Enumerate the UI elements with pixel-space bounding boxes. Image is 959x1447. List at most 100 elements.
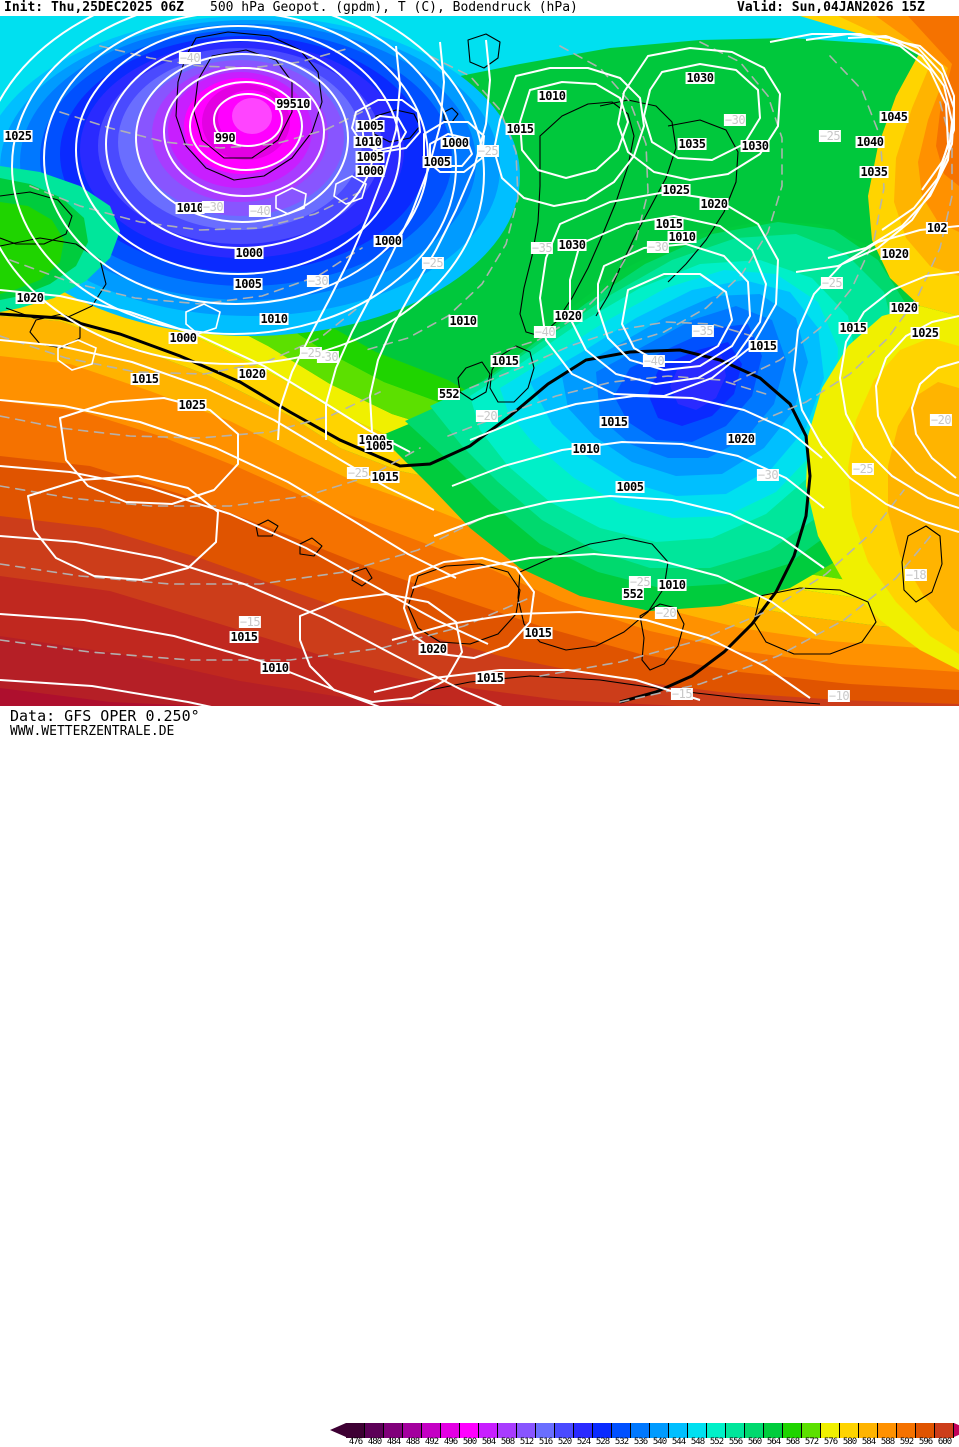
- chart-footer: Data: GFS OPER 0.250° WWW.WETTERZENTRALE…: [0, 706, 959, 1447]
- colorbar-swatch: [555, 1423, 574, 1438]
- colorbar-tick-label: 556: [728, 1437, 743, 1447]
- colorbar-tick-label: 592: [899, 1437, 914, 1447]
- pressure-contour-label: 1000: [355, 164, 385, 178]
- pressure-contour-label: 1040: [855, 135, 885, 149]
- colorbar-swatch: [384, 1423, 403, 1438]
- colorbar-swatch: [631, 1423, 650, 1438]
- colorbar-swatch: [669, 1423, 688, 1438]
- colorbar-swatch: [764, 1423, 783, 1438]
- data-source-label: Data: GFS OPER 0.250°: [10, 707, 200, 725]
- temperature-contour-label: −30: [723, 113, 747, 127]
- colorbar-swatch: [745, 1423, 764, 1438]
- colorbar-swatch: [365, 1423, 384, 1438]
- init-time-label: Init: Thu,25DEC2025 06Z: [4, 0, 185, 15]
- chart-header: Init: Thu,25DEC2025 06Z 500 hPa Geopot. …: [0, 0, 959, 16]
- colorbar-swatch: [707, 1423, 726, 1438]
- pressure-contour-label: 990: [213, 131, 237, 145]
- pressure-contour-label: 1020: [15, 291, 45, 305]
- pressure-contour-label: 1015: [370, 470, 400, 484]
- pressure-contour-label: 1015: [130, 372, 160, 386]
- colorbar-swatch: [517, 1423, 536, 1438]
- pressure-contour-label: 1015: [505, 122, 535, 136]
- pressure-contour-label: 1015: [229, 630, 259, 644]
- colorbar-swatch: [859, 1423, 878, 1438]
- temperature-contour-label: −15: [670, 687, 694, 701]
- pressure-contour-label: 1005: [364, 439, 394, 453]
- colorbar-swatch: [574, 1423, 593, 1438]
- temperature-contour-label: −40: [178, 51, 202, 65]
- pressure-contour-label: 1035: [677, 137, 707, 151]
- colorbar-tick-label: 480: [367, 1437, 382, 1447]
- colorbar-swatch: [726, 1423, 745, 1438]
- colorbar-high-cap: [954, 1423, 959, 1437]
- colorbar-tick-label: 568: [785, 1437, 800, 1447]
- pressure-contour-label: 1020: [726, 432, 756, 446]
- colorbar-tick-label: 508: [500, 1437, 515, 1447]
- pressure-contour-label: 1005: [233, 277, 263, 291]
- colorbar-ticks: 476 480 484 488 492 496 500 504 508 512 516 520 524 5…: [346, 1437, 954, 1447]
- temperature-contour-label: −40: [248, 204, 272, 218]
- pressure-contour-label: 1010: [537, 89, 567, 103]
- colorbar-tick-label: 548: [690, 1437, 705, 1447]
- colorbar-swatch: [460, 1423, 479, 1438]
- pressure-contour-label: 1030: [685, 71, 715, 85]
- pressure-contour-label: 1025: [3, 129, 33, 143]
- pressure-contour-label: 1000: [234, 246, 264, 260]
- pressure-contour-label: 1010: [175, 201, 205, 215]
- colorbar-swatch: [897, 1423, 916, 1438]
- map-canvas[interactable]: 1025 1020 1015 1025 1020 1010 1000 1000 1005 1010…: [0, 16, 959, 706]
- pressure-contour-label: 1010: [657, 578, 687, 592]
- temperature-contour-label: −20: [654, 606, 678, 620]
- pressure-contour-label: 1005: [422, 155, 452, 169]
- colorbar-swatch: [802, 1423, 821, 1438]
- colorbar-swatch: [403, 1423, 422, 1438]
- temperature-contour-label: −10: [827, 689, 851, 703]
- colorbar-tick-label: 488: [405, 1437, 420, 1447]
- pressure-contour-label: 1020: [553, 309, 583, 323]
- pressure-contour-label: 1010: [353, 135, 383, 149]
- pressure-contour-label: 1015: [748, 339, 778, 353]
- temperature-contour-label: −25: [476, 144, 500, 158]
- valid-time-label: Valid: Sun,04JAN2026 15Z: [737, 0, 925, 15]
- pressure-contour-label: 1020: [699, 197, 729, 211]
- temperature-contour-label: −25: [421, 256, 445, 270]
- pressure-contour-label: 1005: [355, 119, 385, 133]
- pressure-contour-label: 1010: [667, 230, 697, 244]
- pressure-contour-label: 1025: [177, 398, 207, 412]
- colorbar-tick-label: 504: [481, 1437, 496, 1447]
- colorbar-tick-label: 552: [709, 1437, 724, 1447]
- pressure-contour-label: 1010: [260, 661, 290, 675]
- website-label: WWW.WETTERZENTRALE.DE: [10, 724, 175, 739]
- colorbar-swatch: [422, 1423, 441, 1438]
- pressure-contour-label: 1010: [448, 314, 478, 328]
- colorbar-swatch: [935, 1423, 954, 1438]
- colorbar-tick-label: 492: [424, 1437, 439, 1447]
- colorbar-tick-label: 588: [880, 1437, 895, 1447]
- colorbar-tick-label: 596: [918, 1437, 933, 1447]
- colorbar-tick-label: 528: [595, 1437, 610, 1447]
- temperature-contour-label: −40: [642, 354, 666, 368]
- colorbar-swatch: [783, 1423, 802, 1438]
- temperature-contour-label: −35: [530, 241, 554, 255]
- temperature-contour-label: −35: [691, 324, 715, 338]
- colorbar-tick-label: 512: [519, 1437, 534, 1447]
- pressure-contour-label: 1020: [880, 247, 910, 261]
- pressure-contour-label: 1015: [654, 217, 684, 231]
- colorbar-swatch: [840, 1423, 859, 1438]
- colorbar-swatch: [498, 1423, 517, 1438]
- pressure-contour-label: 1045: [879, 110, 909, 124]
- colorbar-tick-label: 476: [348, 1437, 363, 1447]
- colorbar-tick-label: 532: [614, 1437, 629, 1447]
- temperature-contour-label: −25: [818, 129, 842, 143]
- pressure-contour-label: 1010: [571, 442, 601, 456]
- geopotential-contour-label: 552: [621, 587, 645, 601]
- colorbar-tick-label: 484: [386, 1437, 401, 1447]
- pressure-contour-label: 1020: [237, 367, 267, 381]
- colorbar-swatch: [821, 1423, 840, 1438]
- colorbar-tick-label: 520: [557, 1437, 572, 1447]
- colorbar-tick-label: 600: [937, 1437, 952, 1447]
- weather-map-svg: [0, 16, 959, 706]
- pressure-contour-label: 99510: [275, 97, 311, 111]
- colorbar-low-cap: [330, 1423, 346, 1437]
